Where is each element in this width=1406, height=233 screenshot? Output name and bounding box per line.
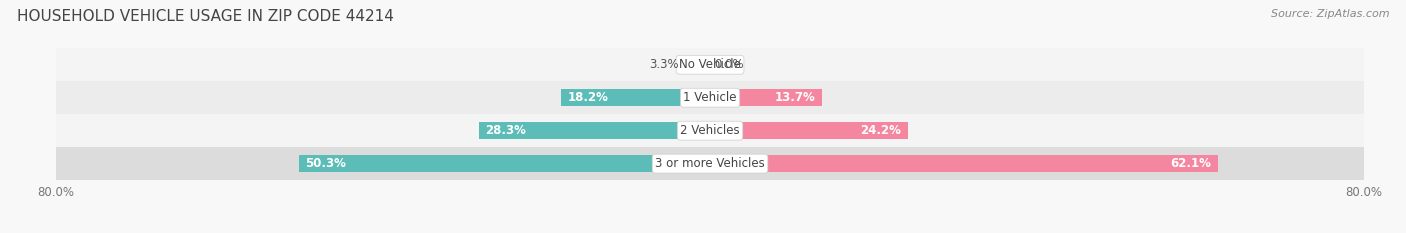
Text: 13.7%: 13.7% [775,91,815,104]
Bar [710,89,823,106]
Bar [683,56,710,73]
Legend: Owner-occupied, Renter-occupied: Owner-occupied, Renter-occupied [574,231,846,233]
Text: 3.3%: 3.3% [650,58,679,71]
Text: 0.0%: 0.0% [714,58,744,71]
Text: Source: ZipAtlas.com: Source: ZipAtlas.com [1271,9,1389,19]
Text: HOUSEHOLD VEHICLE USAGE IN ZIP CODE 44214: HOUSEHOLD VEHICLE USAGE IN ZIP CODE 4421… [17,9,394,24]
Bar [561,89,710,106]
Bar [710,155,1218,172]
Bar [56,114,1364,147]
Text: No Vehicle: No Vehicle [679,58,741,71]
Text: 24.2%: 24.2% [860,124,901,137]
Text: 3 or more Vehicles: 3 or more Vehicles [655,157,765,170]
Text: 28.3%: 28.3% [485,124,526,137]
Text: 2 Vehicles: 2 Vehicles [681,124,740,137]
Bar [56,81,1364,114]
Text: 1 Vehicle: 1 Vehicle [683,91,737,104]
Text: 50.3%: 50.3% [305,157,346,170]
Bar [56,147,1364,180]
Bar [710,122,908,139]
Text: 18.2%: 18.2% [568,91,609,104]
Text: 62.1%: 62.1% [1170,157,1211,170]
Bar [479,122,710,139]
Bar [299,155,710,172]
Bar [56,48,1364,81]
